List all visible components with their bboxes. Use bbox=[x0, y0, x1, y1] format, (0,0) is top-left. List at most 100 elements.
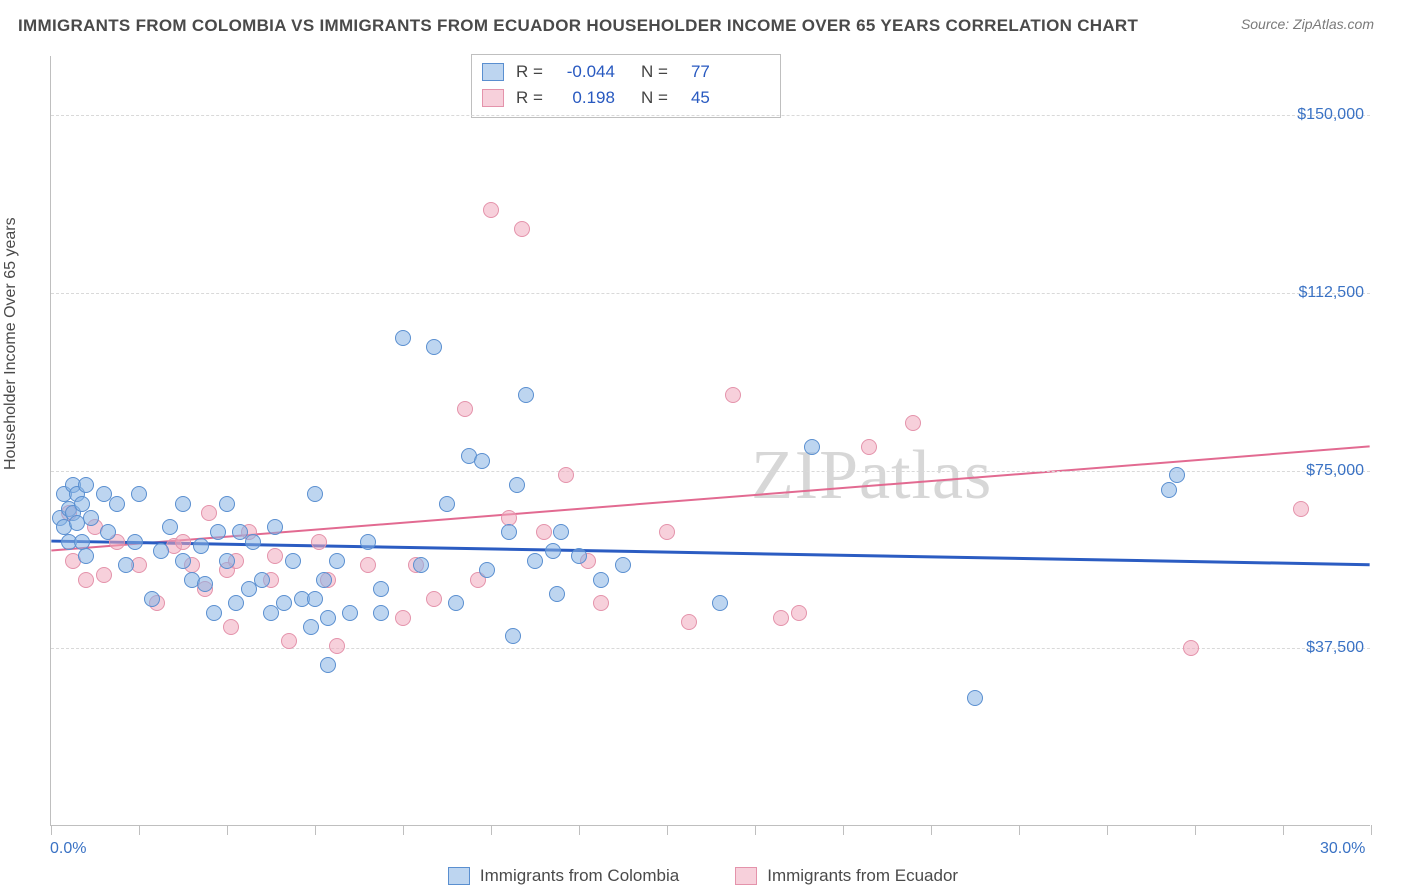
x-tick bbox=[1195, 825, 1196, 835]
data-point-colombia bbox=[153, 543, 169, 559]
y-tick-label: $37,500 bbox=[1278, 639, 1364, 657]
data-point-ecuador bbox=[223, 619, 239, 635]
data-point-colombia bbox=[267, 519, 283, 535]
data-point-ecuador bbox=[558, 467, 574, 483]
data-point-colombia bbox=[100, 524, 116, 540]
y-tick-label: $112,500 bbox=[1278, 284, 1364, 302]
data-point-colombia bbox=[413, 557, 429, 573]
data-point-ecuador bbox=[281, 633, 297, 649]
data-point-colombia bbox=[518, 387, 534, 403]
data-point-colombia bbox=[78, 548, 94, 564]
chart-title: IMMIGRANTS FROM COLOMBIA VS IMMIGRANTS F… bbox=[18, 16, 1138, 36]
x-tick bbox=[931, 825, 932, 835]
legend-label-colombia: Immigrants from Colombia bbox=[480, 866, 679, 886]
r-label-b: R = bbox=[516, 88, 543, 108]
data-point-colombia bbox=[373, 581, 389, 597]
x-tick bbox=[1283, 825, 1284, 835]
swatch-ecuador bbox=[482, 89, 504, 107]
data-point-colombia bbox=[219, 496, 235, 512]
data-point-colombia bbox=[501, 524, 517, 540]
r-label-a: R = bbox=[516, 62, 543, 82]
x-tick bbox=[491, 825, 492, 835]
n-label-b: N = bbox=[641, 88, 668, 108]
x-tick bbox=[51, 825, 52, 835]
data-point-colombia bbox=[210, 524, 226, 540]
data-point-ecuador bbox=[78, 572, 94, 588]
data-point-colombia bbox=[307, 591, 323, 607]
x-tick bbox=[227, 825, 228, 835]
data-point-colombia bbox=[505, 628, 521, 644]
swatch-colombia bbox=[482, 63, 504, 81]
legend-swatch-ecuador bbox=[735, 867, 757, 885]
data-point-ecuador bbox=[659, 524, 675, 540]
data-point-colombia bbox=[479, 562, 495, 578]
y-axis-label: Householder Income Over 65 years bbox=[2, 217, 20, 470]
data-point-ecuador bbox=[536, 524, 552, 540]
data-point-colombia bbox=[329, 553, 345, 569]
data-point-colombia bbox=[307, 486, 323, 502]
data-point-colombia bbox=[571, 548, 587, 564]
data-point-colombia bbox=[474, 453, 490, 469]
x-tick bbox=[315, 825, 316, 835]
gridline-horizontal bbox=[51, 293, 1370, 294]
data-point-ecuador bbox=[514, 221, 530, 237]
data-point-colombia bbox=[553, 524, 569, 540]
x-tick-label: 0.0% bbox=[50, 840, 86, 858]
data-point-colombia bbox=[78, 477, 94, 493]
stats-row-colombia: R = -0.044 N = 77 bbox=[482, 59, 770, 85]
stats-row-ecuador: R = 0.198 N = 45 bbox=[482, 85, 770, 111]
data-point-colombia bbox=[316, 572, 332, 588]
data-point-ecuador bbox=[593, 595, 609, 611]
data-point-ecuador bbox=[311, 534, 327, 550]
data-point-colombia bbox=[175, 553, 191, 569]
data-point-colombia bbox=[967, 690, 983, 706]
data-point-ecuador bbox=[360, 557, 376, 573]
source-label: Source: bbox=[1241, 16, 1289, 32]
data-point-colombia bbox=[804, 439, 820, 455]
x-tick bbox=[1107, 825, 1108, 835]
data-point-ecuador bbox=[1293, 501, 1309, 517]
data-point-ecuador bbox=[725, 387, 741, 403]
data-point-colombia bbox=[118, 557, 134, 573]
y-tick-label: $75,000 bbox=[1278, 462, 1364, 480]
data-point-colombia bbox=[206, 605, 222, 621]
trendline-layer bbox=[51, 56, 1370, 825]
data-point-ecuador bbox=[96, 567, 112, 583]
data-point-colombia bbox=[320, 657, 336, 673]
data-point-colombia bbox=[83, 510, 99, 526]
chart-legend: Immigrants from Colombia Immigrants from… bbox=[0, 866, 1406, 886]
data-point-colombia bbox=[439, 496, 455, 512]
data-point-colombia bbox=[162, 519, 178, 535]
data-point-ecuador bbox=[905, 415, 921, 431]
data-point-ecuador bbox=[681, 614, 697, 630]
data-point-colombia bbox=[448, 595, 464, 611]
data-point-colombia bbox=[593, 572, 609, 588]
data-point-ecuador bbox=[201, 505, 217, 521]
data-point-colombia bbox=[276, 595, 292, 611]
x-tick bbox=[843, 825, 844, 835]
x-tick bbox=[1019, 825, 1020, 835]
source-attribution: Source: ZipAtlas.com bbox=[1241, 16, 1374, 32]
n-value-a: 77 bbox=[674, 62, 710, 82]
y-tick-label: $150,000 bbox=[1278, 106, 1364, 124]
data-point-colombia bbox=[545, 543, 561, 559]
data-point-ecuador bbox=[395, 610, 411, 626]
x-tick bbox=[1371, 825, 1372, 835]
data-point-colombia bbox=[254, 572, 270, 588]
data-point-ecuador bbox=[267, 548, 283, 564]
source-value: ZipAtlas.com bbox=[1293, 16, 1374, 32]
data-point-ecuador bbox=[426, 591, 442, 607]
x-tick bbox=[667, 825, 668, 835]
data-point-colombia bbox=[219, 553, 235, 569]
legend-item-ecuador: Immigrants from Ecuador bbox=[735, 866, 958, 886]
data-point-colombia bbox=[360, 534, 376, 550]
data-point-colombia bbox=[303, 619, 319, 635]
x-tick-label: 30.0% bbox=[1320, 840, 1365, 858]
data-point-colombia bbox=[549, 586, 565, 602]
scatter-plot-area: ZIPatlas R = -0.044 N = 77 R = 0.198 N =… bbox=[50, 56, 1370, 826]
x-tick bbox=[579, 825, 580, 835]
data-point-ecuador bbox=[791, 605, 807, 621]
x-tick bbox=[403, 825, 404, 835]
data-point-colombia bbox=[1161, 482, 1177, 498]
legend-swatch-colombia bbox=[448, 867, 470, 885]
